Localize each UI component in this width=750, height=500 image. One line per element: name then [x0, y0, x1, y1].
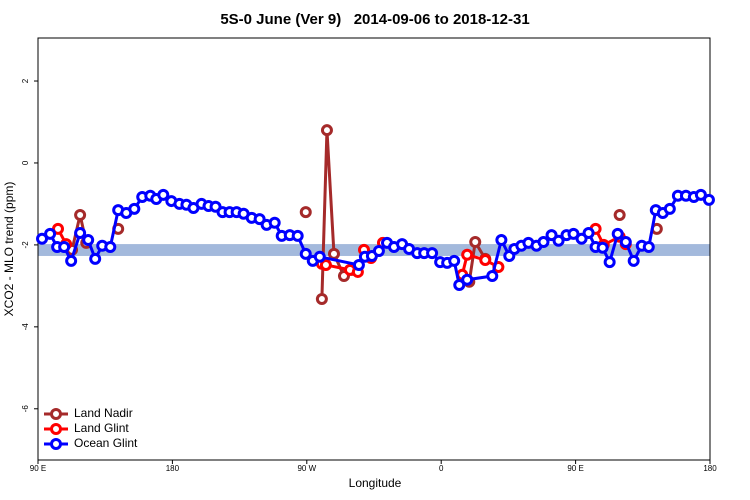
data-point — [596, 241, 609, 254]
data-point — [157, 188, 170, 201]
data-point — [36, 232, 49, 245]
x-tick-label: 90 W — [297, 464, 316, 473]
x-tick-label: 90 E — [30, 464, 46, 473]
data-point — [469, 236, 482, 249]
x-tick-label: 180 — [703, 464, 717, 473]
data-point — [268, 216, 281, 229]
data-point — [694, 188, 707, 201]
y-tick-label: 0 — [21, 160, 30, 165]
data-point — [327, 247, 340, 260]
data-point — [313, 250, 326, 263]
data-point — [453, 279, 466, 292]
y-tick-label: -6 — [21, 405, 30, 413]
data-point — [603, 256, 616, 269]
data-point — [611, 227, 624, 240]
data-point — [315, 292, 328, 305]
data-point — [627, 254, 640, 267]
series-line — [72, 130, 657, 299]
x-axis-label: Longitude — [349, 476, 402, 490]
data-point — [320, 124, 333, 137]
legend-label: Land Glint — [74, 421, 129, 435]
data-point — [663, 202, 676, 215]
legend-label: Land Nadir — [74, 406, 133, 420]
data-point — [448, 254, 461, 267]
data-point — [619, 236, 632, 249]
data-point — [613, 208, 626, 221]
x-tick-label: 0 — [439, 464, 444, 473]
y-tick-label: -4 — [21, 323, 30, 331]
x-tick-label: 90 E — [567, 464, 583, 473]
y-tick-label: 2 — [21, 78, 30, 83]
data-point — [702, 193, 715, 206]
legend-marker — [50, 438, 62, 450]
data-point — [352, 258, 365, 271]
data-point — [582, 227, 595, 240]
data-point — [479, 254, 492, 267]
legend-marker — [50, 408, 62, 420]
data-point — [461, 273, 474, 286]
data-point — [299, 206, 312, 219]
data-point — [319, 258, 332, 271]
y-tick-label: -2 — [21, 241, 30, 249]
data-point — [552, 234, 565, 247]
chart-title: 5S-0 June (Ver 9) 2014-09-06 to 2018-12-… — [220, 11, 529, 28]
data-point — [58, 240, 71, 253]
data-point — [104, 240, 117, 253]
y-axis-label: XCO2 - MLO trend (ppm) — [2, 182, 16, 317]
legend-label: Ocean Glint — [74, 436, 138, 450]
data-point — [426, 247, 439, 260]
data-point — [65, 254, 78, 267]
data-point — [372, 245, 385, 258]
data-point — [74, 227, 87, 240]
data-point — [291, 229, 304, 242]
data-point — [44, 227, 57, 240]
data-point — [128, 202, 141, 215]
x-tick-label: 180 — [166, 464, 180, 473]
data-point — [486, 270, 499, 283]
legend-marker — [50, 423, 62, 435]
data-point — [495, 233, 508, 246]
data-point — [461, 248, 474, 261]
data-point — [89, 252, 102, 265]
data-point — [567, 227, 580, 240]
data-point — [537, 236, 550, 249]
data-point — [74, 208, 87, 221]
data-point — [82, 233, 95, 246]
plot-frame — [37, 37, 711, 461]
data-point — [299, 247, 312, 260]
data-point — [642, 240, 655, 253]
series-line — [41, 193, 710, 288]
